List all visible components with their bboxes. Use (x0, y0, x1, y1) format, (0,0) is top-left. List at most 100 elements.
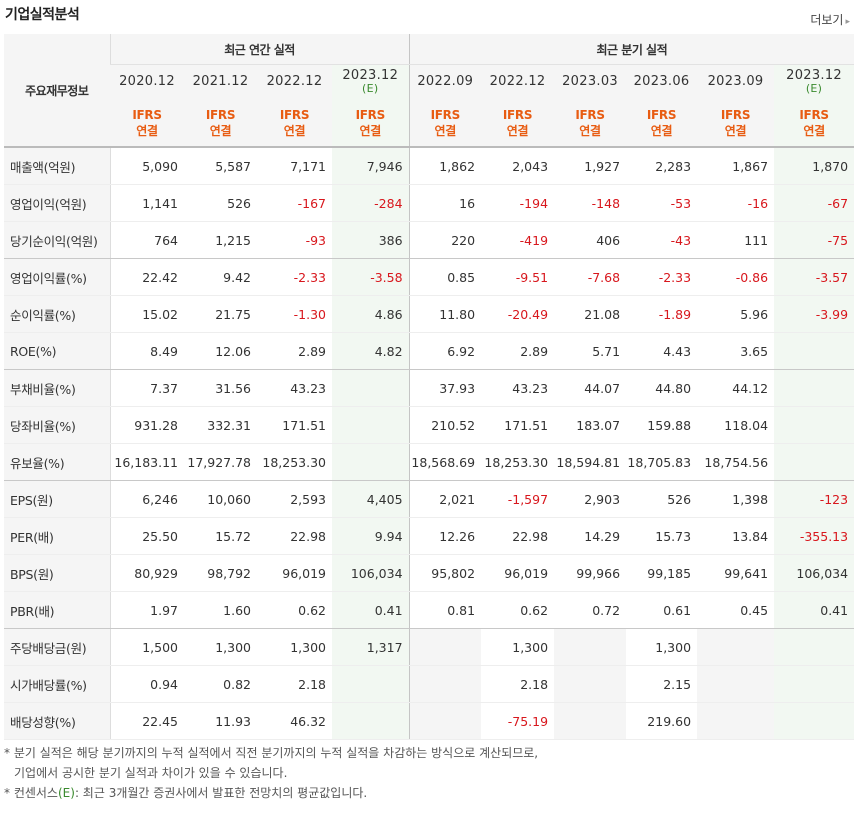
table-cell (774, 332, 855, 370)
column-date: 2022.12 (489, 74, 546, 89)
table-cell: 0.62 (257, 591, 332, 629)
table-cell: 0.72 (554, 591, 627, 629)
column-date: 2023.12 (786, 68, 842, 83)
column-date: 2020.12 (119, 74, 175, 89)
table-cell (774, 443, 855, 481)
table-cell: 0.41 (332, 591, 410, 629)
column-date-header: 2023.12 (E) (332, 64, 410, 99)
footnote-2: 기업에서 공시한 분기 실적과 차이가 있을 수 있습니다. (14, 766, 288, 780)
table-cell: 43.23 (481, 369, 555, 407)
accounting-standard: IFRS (132, 107, 162, 122)
table-cell: 0.62 (481, 591, 555, 629)
table-cell: -419 (481, 221, 555, 259)
table-cell: 5.71 (554, 332, 627, 370)
table-cell: -20.49 (481, 295, 555, 333)
table-cell: 10,060 (184, 480, 257, 518)
table-cell (332, 406, 410, 444)
table-cell: 1,215 (184, 221, 257, 259)
table-cell (774, 369, 855, 407)
table-cell: 4,405 (332, 480, 410, 518)
table-cell (554, 702, 627, 740)
table-cell: -1.89 (626, 295, 698, 333)
table-cell: 1,867 (697, 147, 775, 185)
column-standard-header: IFRS 연결 (257, 99, 332, 148)
accounting-standard: IFRS (279, 107, 310, 122)
table-cell: 9.94 (332, 517, 410, 555)
table-cell: 2,283 (626, 147, 698, 185)
table-cell (332, 665, 410, 703)
table-cell: 764 (110, 221, 184, 259)
table-cell: 1,398 (697, 480, 775, 518)
table-row: 매출액(억원) 5,090 5,587 7,171 7,946 1,862 2,043 1,9… (4, 147, 855, 185)
table-cell: 1,300 (184, 628, 257, 666)
table-cell: -75.19 (481, 702, 555, 740)
column-standard-header: IFRS 연결 (554, 99, 627, 148)
table-cell: 1,300 (481, 628, 555, 666)
table-cell: 5,090 (110, 147, 184, 185)
section-title: 기업실적분석 (5, 7, 80, 23)
quarter-group-header: 최근 분기 실적 (408, 34, 855, 65)
column-date-header: 2022.09 (408, 64, 482, 99)
table-cell: 931.28 (110, 406, 184, 444)
row-label: BPS(원) (4, 554, 111, 592)
consolidation-basis: 연결 (579, 123, 601, 138)
table-cell: 17,927.78 (184, 443, 257, 481)
financial-table: 주요재무정보 최근 연간 실적 최근 분기 실적 2020.12 2021.12 2… (4, 34, 855, 740)
table-cell (408, 702, 482, 740)
table-cell: 11.80 (408, 295, 482, 333)
table-cell: 5.96 (697, 295, 775, 333)
table-cell: -3.99 (774, 295, 855, 333)
table-cell: 219.60 (626, 702, 698, 740)
table-cell: 14.29 (554, 517, 627, 555)
column-standard-header: IFRS 연결 (481, 99, 555, 148)
table-cell: 99,641 (697, 554, 775, 592)
table-cell: 18,594.81 (554, 443, 627, 481)
table-cell (332, 702, 410, 740)
table-cell: 18,253.30 (481, 443, 555, 481)
table-cell: 6.92 (408, 332, 482, 370)
table-cell: 15.02 (110, 295, 184, 333)
table-cell: 44.80 (626, 369, 698, 407)
table-cell: 18,754.56 (697, 443, 775, 481)
consolidation-basis: 연결 (359, 123, 382, 138)
table-cell: 80,929 (110, 554, 184, 592)
table-cell: 31.56 (184, 369, 257, 407)
table-cell: 2.89 (257, 332, 332, 370)
row-label: 시가배당률(%) (4, 665, 111, 703)
row-label: 주당배당금(원) (4, 628, 111, 666)
column-date: 2023.03 (562, 74, 618, 89)
table-cell: 44.07 (554, 369, 627, 407)
accounting-standard: IFRS (720, 107, 751, 122)
table-row: BPS(원) 80,929 98,792 96,019 106,034 95,802 96,… (4, 554, 855, 592)
chevron-right-icon: ▸ (845, 17, 850, 27)
table-cell: 18,568.69 (408, 443, 482, 481)
table-cell: 7.37 (110, 369, 184, 407)
table-cell: 96,019 (481, 554, 555, 592)
table-cell: 0.81 (408, 591, 482, 629)
column-date-header: 2023.06 (626, 64, 698, 99)
table-cell: 98,792 (184, 554, 257, 592)
table-cell: 4.82 (332, 332, 410, 370)
table-cell: 15.72 (184, 517, 257, 555)
table-cell: 21.75 (184, 295, 257, 333)
column-date-header: 2020.12 (110, 64, 184, 99)
more-link[interactable]: 더보기 ▸ (810, 11, 850, 28)
table-cell: 2,593 (257, 480, 332, 518)
accounting-standard: IFRS (502, 107, 533, 122)
row-head-label: 주요재무정보 (4, 34, 110, 148)
table-cell: 0.94 (110, 665, 184, 703)
table-cell: 6,246 (110, 480, 184, 518)
table-cell: -284 (332, 184, 410, 222)
table-cell: 0.85 (408, 258, 482, 296)
table-cell: 9.42 (184, 258, 257, 296)
consolidation-basis: 연결 (803, 123, 825, 138)
table-cell: -148 (554, 184, 627, 222)
table-cell: 2,043 (481, 147, 555, 185)
table-cell: 16,183.11 (110, 443, 184, 481)
table-cell (554, 628, 627, 666)
table-cell: 18,705.83 (626, 443, 698, 481)
table-row: 당좌비율(%) 931.28 332.31 171.51 210.52 171.51 183… (4, 406, 855, 444)
table-cell: 96,019 (257, 554, 332, 592)
table-cell: -43 (626, 221, 698, 259)
table-cell: -3.58 (332, 258, 410, 296)
